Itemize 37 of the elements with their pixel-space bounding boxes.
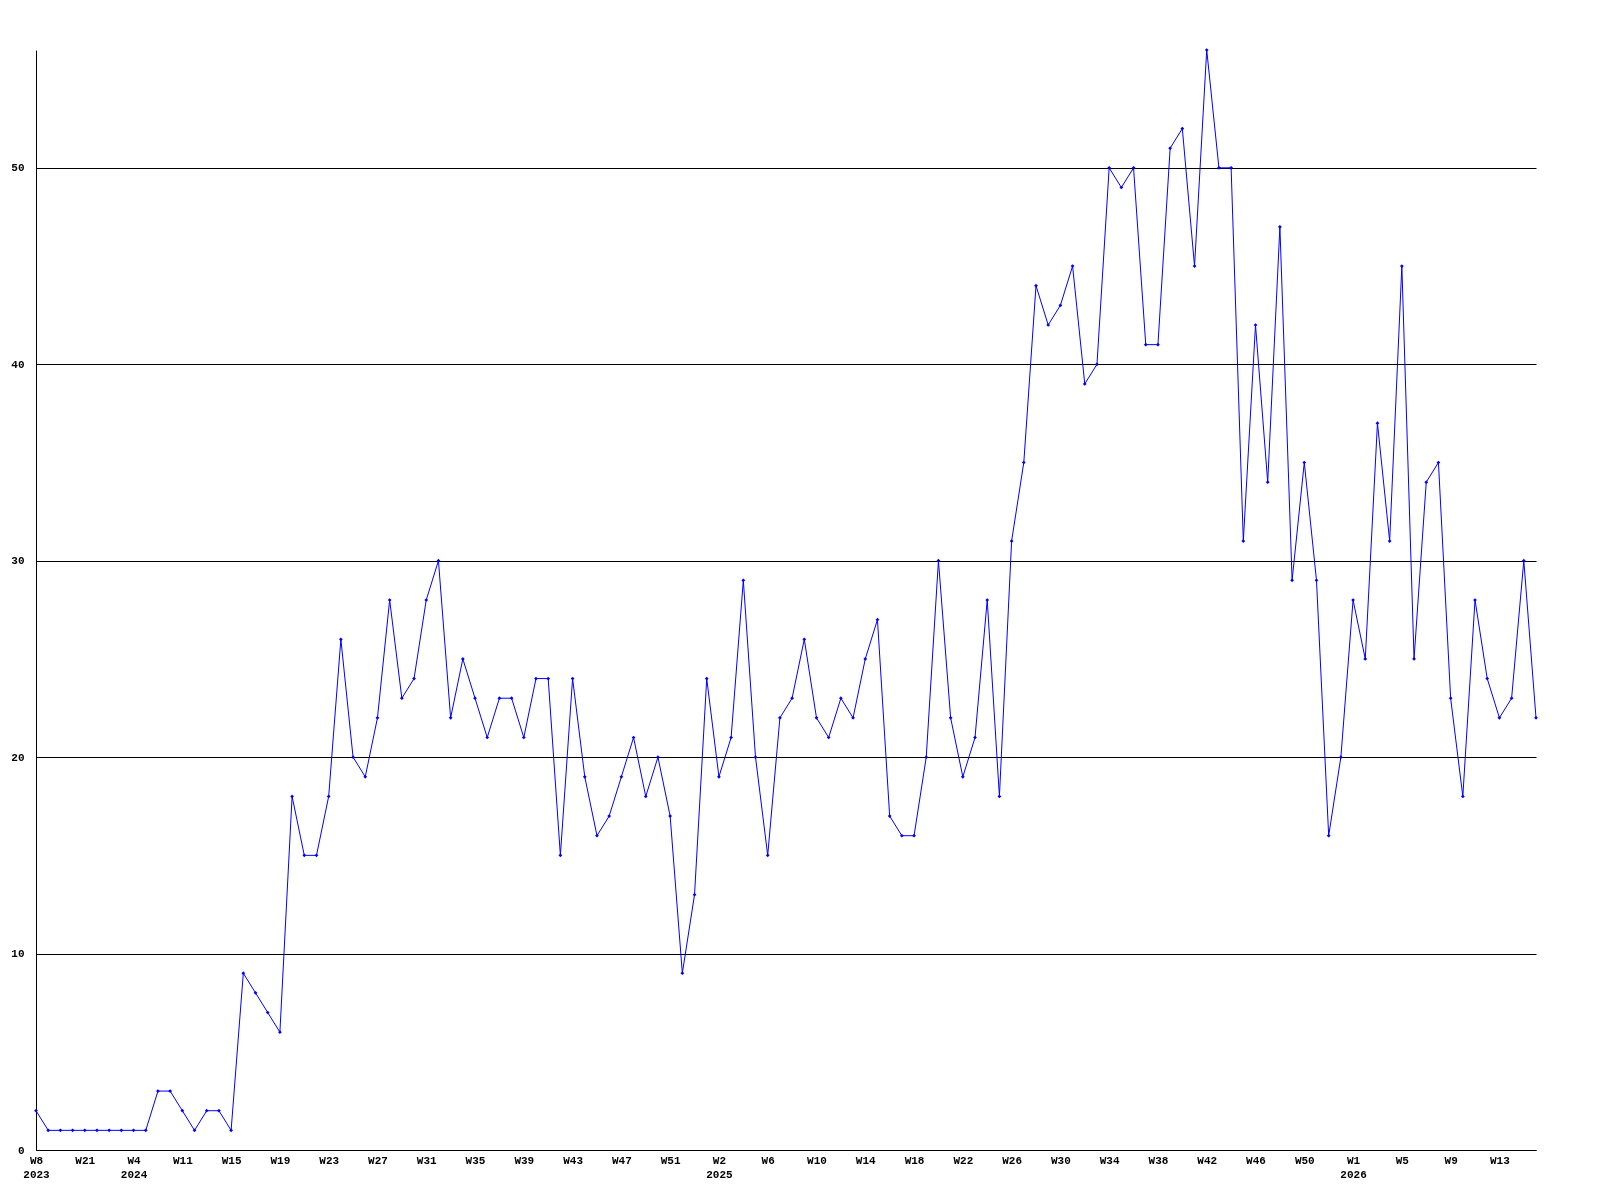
x-tick-label: W18 (904, 1154, 925, 1167)
x-tick-label: W1 2026 (1340, 1154, 1367, 1181)
x-tick-label: W13 (1490, 1154, 1511, 1167)
y-tick-label: 10 (11, 948, 25, 961)
x-tick-label: W47 (611, 1154, 632, 1167)
x-tick-label: W34 (1099, 1154, 1120, 1167)
x-tick-label: W31 (416, 1154, 438, 1167)
x-tick-label: W5 (1395, 1154, 1410, 1167)
x-tick-label: W27 (368, 1154, 388, 1167)
x-tick-label: W10 (807, 1154, 827, 1167)
y-tick-label: 40 (11, 358, 25, 371)
x-tick-label: W21 (75, 1154, 96, 1167)
x-tick-label: W26 (1002, 1154, 1023, 1167)
x-tick-label: W11 (172, 1154, 194, 1167)
y-tick-label: 0 (17, 1144, 25, 1157)
x-tick-label: W42 (1197, 1154, 1218, 1167)
x-tick-label: W14 (855, 1154, 877, 1167)
x-tick-label: W38 (1148, 1154, 1169, 1167)
x-tick-label: W23 (319, 1154, 340, 1167)
x-tick-label: W2 2025 (706, 1154, 734, 1181)
x-tick-label: W8 2023 (23, 1154, 51, 1181)
x-tick-label: W43 (563, 1154, 584, 1167)
x-tick-label: W6 (761, 1154, 775, 1167)
x-tick-label: W51 (660, 1154, 681, 1167)
x-tick-label: W50 (1294, 1154, 1315, 1167)
x-tick-label: W15 (221, 1154, 242, 1167)
x-tick-label: W39 (514, 1154, 535, 1167)
x-tick-label: W35 (465, 1154, 486, 1167)
x-tick-label: W4 2024 (120, 1154, 148, 1181)
x-tick-label: W9 (1444, 1154, 1458, 1167)
x-tick-label: W22 (953, 1154, 974, 1167)
x-tick-label: W30 (1050, 1154, 1071, 1167)
y-tick-label: 30 (11, 555, 25, 568)
y-tick-label: 50 (11, 162, 25, 175)
x-tick-label: W46 (1246, 1154, 1266, 1167)
x-tick-label: W19 (270, 1154, 291, 1167)
y-tick-label: 20 (11, 751, 25, 764)
